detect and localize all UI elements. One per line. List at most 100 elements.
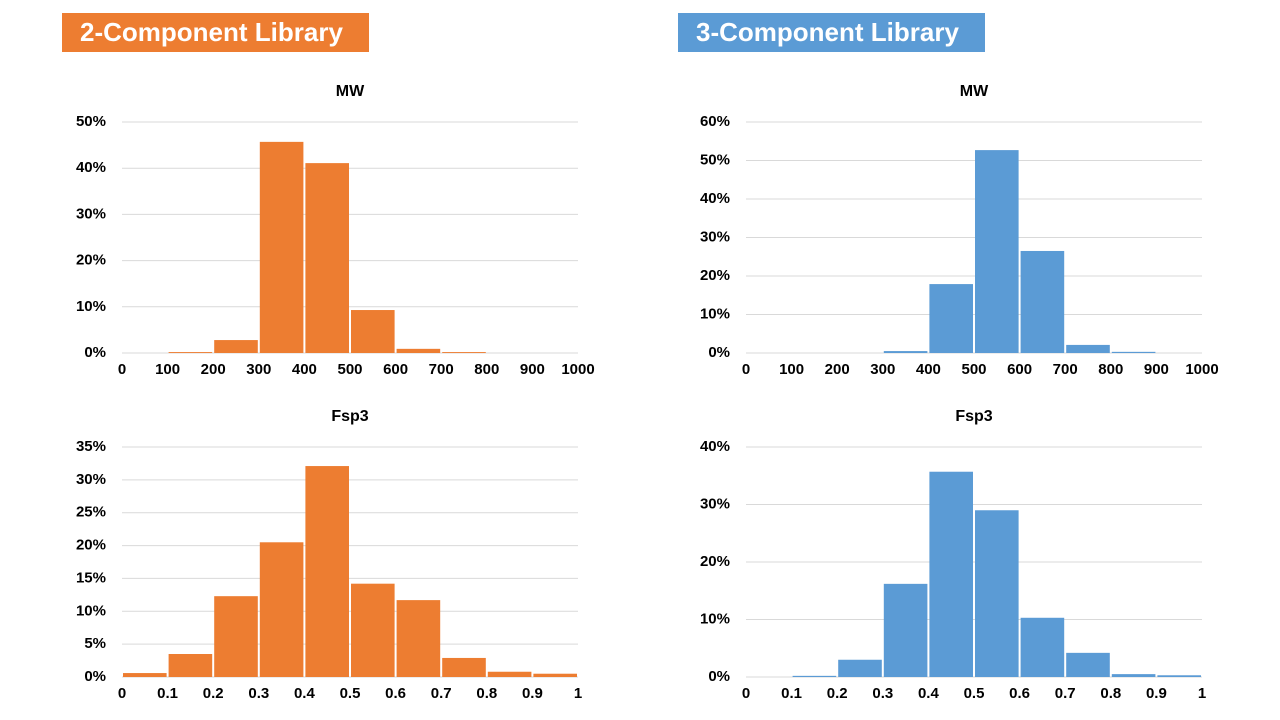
bar <box>838 659 882 677</box>
x-tick-label: 0.4 <box>294 685 316 702</box>
x-tick-label: 500 <box>337 361 362 378</box>
bar <box>396 600 441 677</box>
chart-title: MW <box>960 83 989 100</box>
bar <box>929 471 973 677</box>
x-tick-label: 0.3 <box>248 685 269 702</box>
x-tick-label: 1 <box>574 685 582 702</box>
x-tick-label: 0 <box>742 361 750 378</box>
y-tick-label: 20% <box>76 537 106 554</box>
y-tick-label: 40% <box>700 438 730 455</box>
bar <box>305 466 349 677</box>
y-tick-label: 40% <box>700 190 730 207</box>
x-tick-label: 300 <box>246 361 271 378</box>
chart-title: Fsp3 <box>331 408 368 425</box>
bar <box>792 675 837 677</box>
x-tick-label: 200 <box>201 361 226 378</box>
x-tick-label: 0.8 <box>476 685 497 702</box>
bar <box>1111 674 1156 677</box>
x-tick-label: 600 <box>1007 361 1032 378</box>
bar <box>1157 675 1201 677</box>
x-tick-label: 0.5 <box>340 685 361 702</box>
x-tick-label: 0.9 <box>1146 685 1167 702</box>
bar <box>975 150 1019 353</box>
x-tick-label: 0 <box>118 685 126 702</box>
y-tick-label: 0% <box>708 668 730 685</box>
x-tick-label: 800 <box>474 361 499 378</box>
x-tick-label: 700 <box>1053 361 1078 378</box>
bar <box>1066 652 1110 677</box>
bar <box>883 583 928 677</box>
section-header: 2-Component Library <box>62 13 369 52</box>
chart-title: MW <box>336 83 365 100</box>
y-tick-label: 60% <box>700 113 730 130</box>
section-header: 3-Component Library <box>678 13 985 52</box>
x-tick-label: 0.4 <box>918 685 940 702</box>
bar <box>168 352 213 353</box>
y-tick-label: 30% <box>700 228 730 245</box>
y-tick-label: 35% <box>76 438 106 455</box>
bar <box>259 141 304 353</box>
y-tick-label: 0% <box>708 344 730 361</box>
y-tick-label: 20% <box>700 267 730 284</box>
bar <box>487 671 532 677</box>
x-tick-label: 0.2 <box>203 685 224 702</box>
y-tick-label: 50% <box>700 151 730 168</box>
bar <box>533 673 577 677</box>
y-tick-label: 0% <box>84 344 106 361</box>
x-tick-label: 0.7 <box>431 685 452 702</box>
bar <box>123 673 167 677</box>
y-tick-label: 0% <box>84 668 106 685</box>
y-tick-label: 10% <box>700 610 730 627</box>
x-tick-label: 0.1 <box>157 685 178 702</box>
y-tick-label: 10% <box>700 305 730 322</box>
x-tick-label: 0.5 <box>964 685 985 702</box>
x-tick-label: 1 <box>1198 685 1206 702</box>
x-tick-label: 1000 <box>561 361 594 378</box>
bar <box>214 596 258 677</box>
x-tick-label: 100 <box>155 361 180 378</box>
bar <box>1066 344 1110 353</box>
x-tick-label: 500 <box>961 361 986 378</box>
bar <box>305 163 349 353</box>
x-tick-label: 0.9 <box>522 685 543 702</box>
bar <box>396 348 441 353</box>
bar <box>883 351 928 353</box>
y-tick-label: 20% <box>700 553 730 570</box>
x-tick-label: 900 <box>520 361 545 378</box>
y-tick-label: 30% <box>76 471 106 488</box>
y-tick-label: 10% <box>76 298 106 315</box>
x-tick-label: 0.2 <box>827 685 848 702</box>
x-tick-label: 900 <box>1144 361 1169 378</box>
y-tick-label: 10% <box>76 602 106 619</box>
bar <box>442 657 486 677</box>
y-tick-label: 30% <box>700 495 730 512</box>
y-tick-label: 5% <box>84 635 106 652</box>
x-tick-label: 1000 <box>1185 361 1218 378</box>
y-tick-label: 50% <box>76 113 106 130</box>
x-tick-label: 800 <box>1098 361 1123 378</box>
x-tick-label: 0 <box>742 685 750 702</box>
bar <box>351 583 395 677</box>
bar <box>168 654 213 677</box>
x-tick-label: 0.8 <box>1100 685 1121 702</box>
x-tick-label: 400 <box>292 361 317 378</box>
x-tick-label: 0 <box>118 361 126 378</box>
x-tick-label: 700 <box>429 361 454 378</box>
x-tick-label: 600 <box>383 361 408 378</box>
x-tick-label: 0.7 <box>1055 685 1076 702</box>
x-tick-label: 0.1 <box>781 685 802 702</box>
x-tick-label: 300 <box>870 361 895 378</box>
bar <box>1111 351 1156 353</box>
bar <box>975 510 1019 677</box>
x-tick-label: 0.3 <box>872 685 893 702</box>
bar <box>442 352 486 353</box>
y-tick-label: 15% <box>76 569 106 586</box>
bar <box>929 284 973 353</box>
x-tick-label: 400 <box>916 361 941 378</box>
y-tick-label: 40% <box>76 159 106 176</box>
y-tick-label: 25% <box>76 504 106 521</box>
bar <box>1020 617 1065 677</box>
bar <box>259 542 304 677</box>
